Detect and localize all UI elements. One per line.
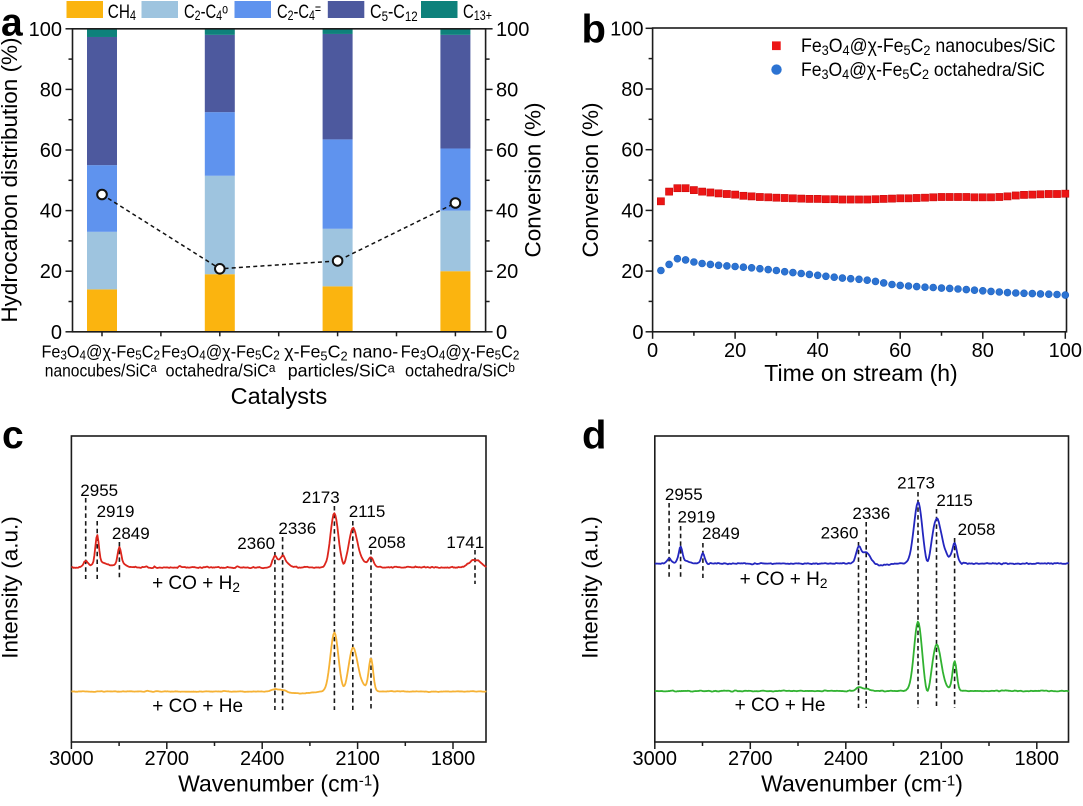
svg-text:20: 20 [496, 261, 518, 283]
svg-text:20: 20 [40, 261, 62, 283]
svg-text:2058: 2058 [958, 520, 996, 539]
svg-text:2336: 2336 [852, 504, 890, 523]
svg-text:100: 100 [496, 19, 529, 41]
svg-text:+ CO + He: + CO + He [735, 695, 826, 716]
svg-text:Fe3O4@χ-Fe5C2: Fe3O4@χ-Fe5C2 [42, 341, 161, 363]
svg-text:80: 80 [496, 79, 518, 101]
svg-text:80: 80 [40, 79, 62, 101]
svg-text:2955: 2955 [665, 485, 703, 504]
svg-text:2400: 2400 [824, 748, 869, 770]
svg-text:1741: 1741 [446, 533, 484, 552]
svg-text:20: 20 [724, 340, 746, 362]
svg-text:2173: 2173 [897, 474, 935, 493]
svg-text:2115: 2115 [349, 502, 386, 521]
svg-text:60: 60 [889, 340, 911, 362]
svg-text:3000: 3000 [633, 748, 678, 770]
svg-text:40: 40 [621, 200, 643, 222]
svg-text:+ CO + H2: + CO + H2 [740, 569, 828, 591]
svg-text:b: b [582, 8, 606, 52]
svg-text:2700: 2700 [728, 748, 773, 770]
svg-text:60: 60 [496, 140, 518, 162]
svg-text:0: 0 [632, 322, 643, 344]
svg-text:2360: 2360 [821, 523, 859, 542]
svg-text:2919: 2919 [97, 502, 135, 521]
svg-text:+ CO + He: + CO + He [152, 696, 243, 717]
svg-text:80: 80 [972, 340, 994, 362]
svg-text:octahedra/SiCa: octahedra/SiCa [166, 360, 276, 381]
svg-text:2058: 2058 [368, 533, 406, 552]
svg-text:Fe3O4@χ-Fe5C2: Fe3O4@χ-Fe5C2 [161, 341, 280, 363]
svg-text:χ-Fe5C2 nano-: χ-Fe5C2 nano- [284, 341, 398, 363]
svg-text:a: a [1, 2, 23, 45]
svg-text:100: 100 [1049, 340, 1082, 362]
svg-text:Conversion (%): Conversion (%) [521, 102, 546, 257]
svg-text:2100: 2100 [919, 748, 964, 770]
svg-text:0: 0 [496, 322, 507, 344]
svg-text:20: 20 [621, 261, 643, 283]
svg-text:nanocubes/SiCa: nanocubes/SiCa [45, 360, 157, 380]
svg-text:2100: 2100 [335, 748, 380, 770]
svg-text:100: 100 [610, 18, 643, 40]
svg-text:100: 100 [29, 19, 62, 41]
svg-text:2700: 2700 [145, 748, 190, 770]
svg-text:Intensity (a.u.): Intensity (a.u.) [578, 516, 603, 659]
svg-text:Fe3O4@χ-Fe5C2 octahedra/SiC: Fe3O4@χ-Fe5C2 octahedra/SiC [801, 58, 1045, 81]
svg-text:particles/SiCa: particles/SiCa [288, 360, 396, 381]
svg-text:2955: 2955 [80, 481, 118, 500]
svg-text:Wavenumber (cm-1): Wavenumber (cm-1) [178, 771, 380, 797]
svg-text:c: c [2, 414, 24, 457]
svg-text:80: 80 [621, 79, 643, 101]
svg-text:Fe3O4@χ-Fe5C2: Fe3O4@χ-Fe5C2 [401, 341, 520, 363]
svg-text:0: 0 [51, 322, 62, 344]
svg-text:2400: 2400 [240, 748, 285, 770]
svg-text:Catalysts: Catalysts [231, 383, 328, 409]
svg-text:1800: 1800 [1015, 748, 1060, 770]
svg-text:40: 40 [40, 201, 62, 223]
svg-text:2336: 2336 [278, 519, 316, 538]
svg-text:40: 40 [496, 201, 518, 223]
svg-text:2360: 2360 [237, 534, 275, 553]
svg-text:Time on stream (h): Time on stream (h) [764, 360, 957, 386]
svg-text:C2-C4o: C2-C4o [184, 1, 228, 24]
svg-text:d: d [582, 414, 606, 458]
svg-text:2849: 2849 [112, 524, 150, 543]
svg-text:1800: 1800 [431, 748, 476, 770]
svg-text:2849: 2849 [702, 524, 740, 543]
svg-text:C2-C4=: C2-C4= [277, 1, 321, 24]
svg-text:40: 40 [807, 340, 829, 362]
svg-text:Fe3O4@χ-Fe5C2 nanocubes/SiC: Fe3O4@χ-Fe5C2 nanocubes/SiC [801, 34, 1056, 57]
svg-text:octahedra/SiCb: octahedra/SiCb [405, 360, 515, 381]
svg-text:Wavenumber (cm-1): Wavenumber (cm-1) [761, 771, 963, 797]
svg-text:Hydrocarbon distribution (%): Hydrocarbon distribution (%) [0, 37, 22, 322]
svg-text:2173: 2173 [302, 488, 340, 507]
svg-text:60: 60 [621, 140, 643, 162]
svg-text:2115: 2115 [936, 491, 973, 510]
svg-text:+ CO + H2: + CO + H2 [152, 573, 240, 595]
svg-text:Conversion (%): Conversion (%) [578, 102, 603, 257]
svg-text:60: 60 [40, 140, 62, 162]
svg-text:3000: 3000 [49, 748, 94, 770]
svg-text:0: 0 [647, 340, 658, 362]
svg-text:2919: 2919 [677, 508, 715, 527]
svg-text:Intensity (a.u.): Intensity (a.u.) [0, 516, 23, 659]
svg-text:CH4: CH4 [108, 0, 136, 24]
